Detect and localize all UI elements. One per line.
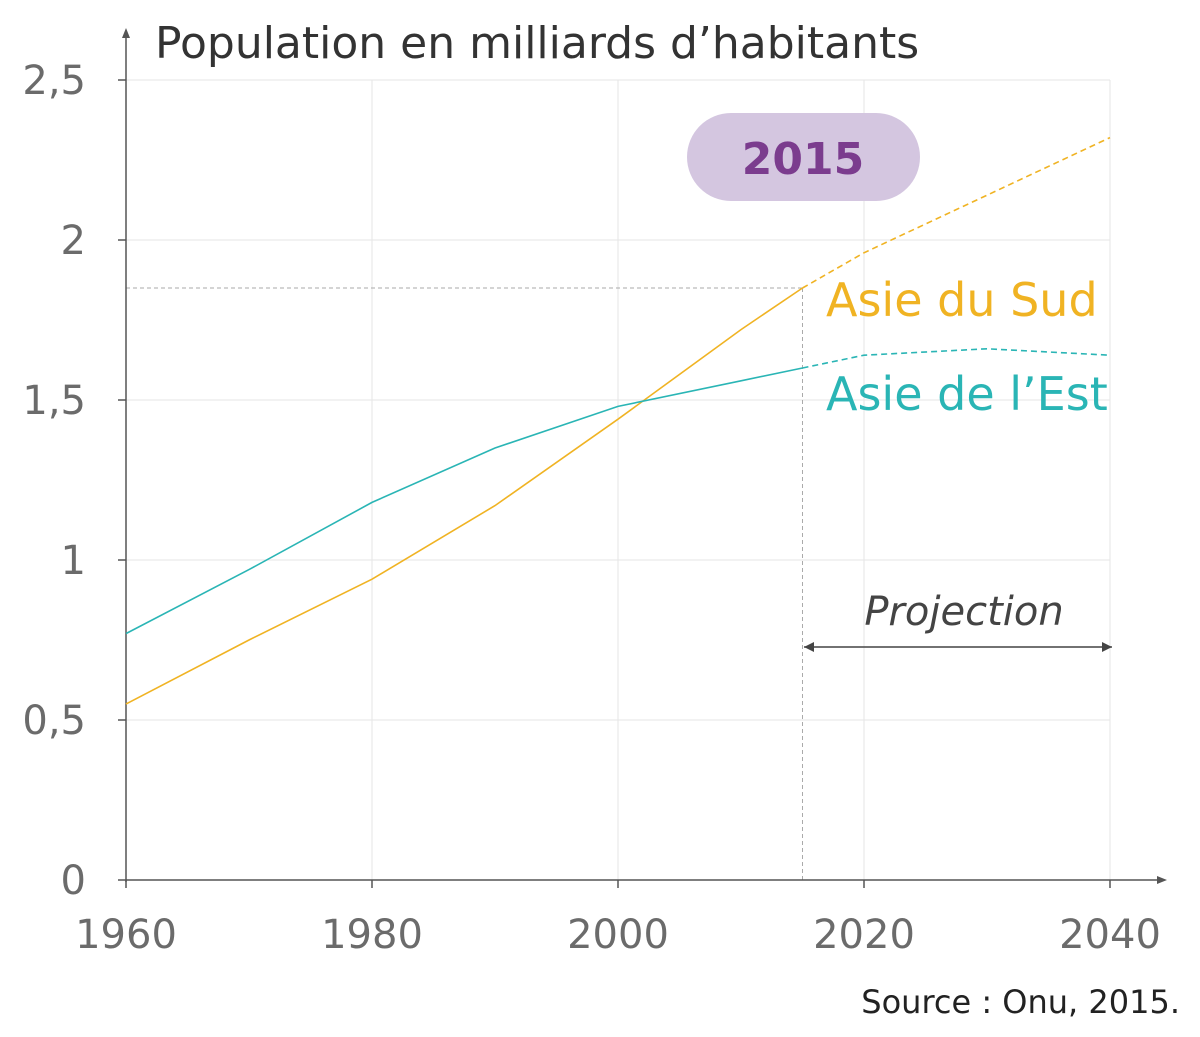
y-tick-label: 0,5 xyxy=(22,698,86,744)
projection-annotation: Projection xyxy=(804,589,1112,652)
badge-background xyxy=(687,113,920,201)
projection-arrow-right-icon xyxy=(1102,642,1112,652)
y-tick-label: 1,5 xyxy=(22,378,86,424)
tick-labels: 0 0,5 1 1,5 2 2,5 1960 1980 2000 2020 2040 xyxy=(22,58,1161,958)
x-tick-label: 2020 xyxy=(813,912,915,958)
axes xyxy=(118,28,1167,888)
x-tick-label: 2000 xyxy=(567,912,669,958)
y-tick-label: 2 xyxy=(61,218,86,264)
badge-label: 2015 xyxy=(742,134,864,185)
series-projection-1 xyxy=(802,347,1111,369)
series-line-1 xyxy=(125,367,803,635)
highlight-year-badge: 2015 xyxy=(687,113,920,201)
projection-arrow-left-icon xyxy=(804,642,814,652)
legend-asie-de-l-est: Asie de l’Est xyxy=(826,367,1108,421)
chart-title: Population en milliards d’habitants xyxy=(155,18,919,69)
guide-lines xyxy=(126,287,803,880)
series-lines xyxy=(125,136,1111,705)
y-tick-label: 2,5 xyxy=(22,58,86,104)
series-line-0 xyxy=(125,287,803,705)
projection-label: Projection xyxy=(864,589,1063,635)
x-axis-arrow-icon xyxy=(1157,876,1167,884)
y-tick-label: 0 xyxy=(61,858,86,904)
y-tick-label: 1 xyxy=(61,538,86,584)
series-projection-0 xyxy=(802,136,1111,289)
source-note: Source : Onu, 2015. xyxy=(861,983,1180,1021)
grid xyxy=(126,79,1111,880)
legend-asie-du-sud: Asie du Sud xyxy=(826,273,1098,327)
x-tick-label: 1980 xyxy=(321,912,423,958)
x-tick-label: 2040 xyxy=(1059,912,1161,958)
y-axis-arrow-icon xyxy=(122,28,130,38)
x-tick-label: 1960 xyxy=(75,912,177,958)
